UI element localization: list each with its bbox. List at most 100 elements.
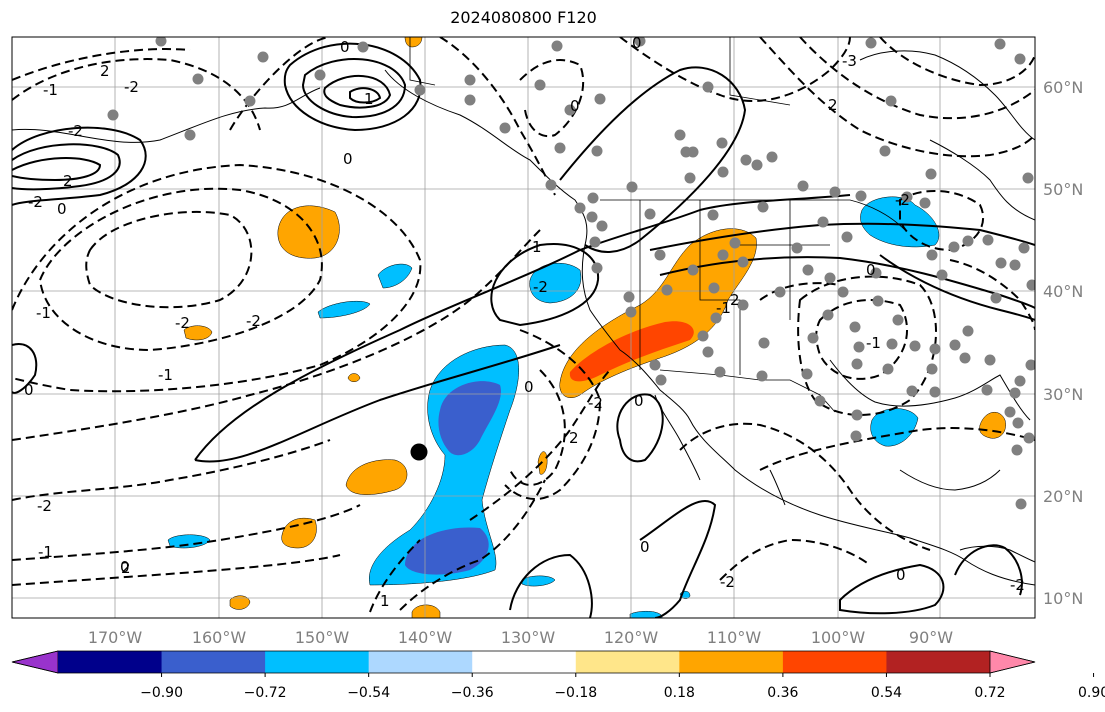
cyan-anomaly-shading: [317, 301, 371, 319]
contour-label: 0: [120, 558, 130, 576]
contour-label: 2: [121, 559, 131, 577]
colorbar-segment: [58, 651, 163, 673]
lat-tick-label: 30°N: [1043, 385, 1083, 404]
lat-tick-label: 50°N: [1043, 180, 1083, 199]
colorbar-tick-label: −0.54: [347, 685, 390, 701]
colorbar-border: [11, 650, 1036, 674]
lon-tick-label: 120°W: [604, 628, 659, 647]
plot-border: [11, 36, 1036, 619]
contour-label: 0: [896, 566, 906, 584]
contour-label: -1: [36, 304, 51, 322]
lon-tick-label: 90°W: [909, 628, 953, 647]
colorbar-tick-label: −0.90: [140, 685, 183, 701]
contour-label: -1: [38, 543, 53, 561]
orange-anomaly-shading: [229, 595, 251, 610]
contour-label: -2: [1010, 576, 1025, 594]
orange-anomaly-shading: [281, 517, 317, 549]
colorbar-tick-label: 0.90: [1078, 685, 1105, 701]
cyan-anomaly-shading: [860, 196, 940, 248]
solid-contours: [12, 42, 1035, 618]
colorbar-segment: [679, 651, 784, 673]
colorbar: −0.90 −0.72 −0.54 −0.36 −0.18 0.18 0.36 0.54 0.7…: [11, 650, 1105, 701]
lon-tick-label: 130°W: [501, 628, 556, 647]
contour-label: 2: [63, 172, 73, 190]
colorbar-tick-label: −0.36: [451, 685, 494, 701]
contour-label: -1: [866, 334, 881, 352]
lon-tick-label: 110°W: [707, 628, 762, 647]
colorbar-tick-label: −0.18: [554, 685, 597, 701]
shading-layer: [167, 37, 1006, 618]
cyan-anomaly-shading: [377, 263, 413, 289]
contour-label: -2: [588, 394, 603, 412]
colorbar-segment: [782, 651, 887, 673]
red-anomaly-shading: [569, 321, 694, 382]
contour-label: 0: [570, 97, 580, 115]
colorbar-tick-label: 0.18: [664, 685, 695, 701]
colorbar-left-extension: [11, 650, 59, 674]
lon-tick-label: 170°W: [88, 628, 143, 647]
contour-label: -2: [533, 278, 548, 296]
lon-tick-label: 160°W: [192, 628, 247, 647]
contour-label: -3: [842, 52, 857, 70]
contour-label: 0: [343, 150, 353, 168]
colorbar-tick-label: −0.72: [244, 685, 287, 701]
longitude-axis: 170°W 160°W 150°W 140°W 130°W 120°W 110°…: [88, 628, 953, 647]
contour-label: 2: [730, 291, 740, 309]
contour-label: 2: [569, 429, 579, 447]
contour-label: 1: [532, 238, 542, 256]
lat-tick-label: 40°N: [1043, 282, 1083, 301]
contour-label: -2: [28, 193, 43, 211]
lat-lon-grid: [12, 37, 1035, 618]
contour-label: -1: [716, 299, 731, 317]
lat-tick-label: 60°N: [1043, 78, 1083, 97]
orange-anomaly-shading: [277, 205, 340, 259]
contour-label: 1: [364, 90, 374, 108]
contour-label: -2: [68, 122, 83, 140]
colorbar-segment: [368, 651, 473, 673]
contour-label: 0: [866, 261, 876, 279]
colorbar-segment: [161, 651, 266, 673]
orange-anomaly-shading: [347, 373, 361, 382]
contour-label: -2: [175, 314, 190, 332]
contour-label: 0: [24, 381, 34, 399]
lon-tick-label: 140°W: [398, 628, 453, 647]
contour-label: 0: [57, 200, 67, 218]
contour-label: 1: [380, 592, 390, 610]
orange-anomaly-shading: [404, 37, 423, 48]
dashed-contours: [12, 37, 1035, 613]
station-dots: [107, 37, 1035, 510]
blue-anomaly-shading: [405, 527, 489, 575]
contour-label: 0: [634, 392, 644, 410]
lon-tick-label: 100°W: [811, 628, 866, 647]
contour-labels: 2 -1 -2 0 -2 1 0 2 -2 0 -1 -2 -1 -2 0 1 …: [24, 34, 1025, 610]
contour-label: 0: [340, 38, 350, 56]
contour-label: -2: [895, 191, 910, 209]
lon-tick-label: 150°W: [295, 628, 350, 647]
colorbar-segment: [886, 651, 991, 673]
contour-label: 2: [828, 96, 838, 114]
latitude-axis: 60°N 50°N 40°N 30°N 20°N 10°N: [1043, 78, 1083, 608]
cyan-anomaly-shading: [167, 534, 211, 549]
lat-tick-label: 20°N: [1043, 487, 1083, 506]
contour-label: 0: [632, 34, 642, 52]
colorbar-tick-label: 0.36: [767, 685, 798, 701]
colorbar-segment: [472, 651, 577, 673]
orange-anomaly-shading: [183, 325, 213, 341]
contour-label: -2: [124, 78, 139, 96]
orange-anomaly-shading: [345, 459, 408, 495]
colorbar-tick-label: 0.72: [974, 685, 1005, 701]
lat-tick-label: 10°N: [1043, 589, 1083, 608]
contour-label: -1: [43, 81, 58, 99]
colorbar-tick-label: 0.54: [871, 685, 902, 701]
contour-label: 0: [524, 378, 534, 396]
colorbar-right-extension: [989, 650, 1036, 674]
coastlines: [12, 50, 1035, 586]
contour-label: 0: [640, 538, 650, 556]
orange-anomaly-shading: [411, 604, 441, 618]
colorbar-segment: [265, 651, 370, 673]
blue-anomaly-shading: [438, 381, 501, 456]
map-title: 2024080800 F120: [450, 8, 597, 27]
contour-label: -2: [246, 312, 261, 330]
plot-area: [12, 37, 1035, 618]
